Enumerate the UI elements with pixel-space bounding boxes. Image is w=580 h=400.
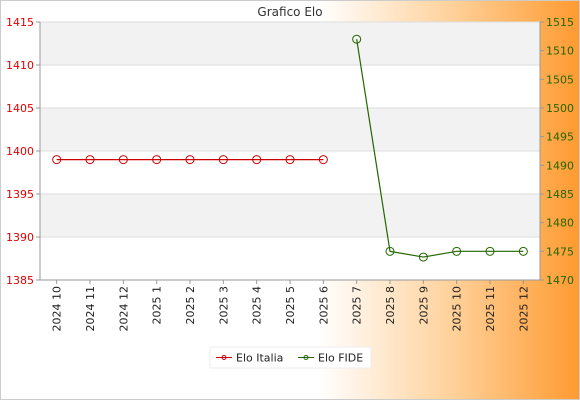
chart-title: Grafico Elo	[257, 5, 322, 19]
x-tick-label: 2025 12	[517, 286, 530, 332]
series-2-point	[485, 246, 495, 256]
y-right-tick-label: 1475	[546, 245, 574, 258]
x-tick-label: 2025 5	[284, 286, 297, 325]
plot-area: 1385 1390 1395 1400 1405 1410 1415 1470 1475 1480…	[6, 16, 574, 369]
y-right-tick-label: 1490	[546, 159, 574, 172]
series-line-2	[356, 39, 524, 258]
x-tick-label: 2025 3	[217, 286, 230, 325]
series-2-point	[518, 246, 528, 256]
series-1-point	[52, 155, 62, 165]
series-1-point	[152, 155, 162, 165]
legend-marker-2	[303, 355, 309, 360]
y-left-tick-label: 1395	[6, 188, 34, 201]
series-1-point	[285, 155, 295, 165]
y-right-tick-label: 1470	[546, 274, 574, 287]
y-left-tick-label: 1400	[6, 145, 34, 158]
x-tick-label: 2025 1	[151, 286, 164, 325]
grid-band	[40, 22, 540, 65]
y-left-tick-label: 1385	[6, 274, 34, 287]
x-tick-label: 2025 7	[351, 286, 364, 325]
x-tick-label: 2025 8	[384, 286, 397, 325]
x-tick-label: 2025 6	[317, 286, 330, 325]
x-tick-label: 2024 10	[51, 286, 64, 332]
y-right-tick-label: 1480	[546, 217, 574, 230]
grid-band	[40, 194, 540, 237]
legend-box	[209, 346, 372, 369]
x-tick-label: 2025 11	[484, 286, 497, 332]
y-left-tick-label: 1390	[6, 231, 34, 244]
series-2-point	[452, 246, 462, 256]
legend-marker-1	[221, 355, 227, 360]
legend-label-1: Elo Italia	[236, 352, 283, 365]
y-left-tick-label: 1405	[6, 102, 34, 115]
x-tick-label: 2025 10	[451, 286, 464, 332]
series-2-point	[385, 246, 395, 256]
series-1-point	[85, 155, 95, 165]
series-1-point	[252, 155, 262, 165]
y-left-tick-label: 1410	[6, 59, 34, 72]
x-tick-label: 2025 9	[417, 286, 430, 325]
x-tick-label: 2024 12	[117, 286, 130, 332]
series-1-point	[118, 155, 128, 165]
y-right-tick-label: 1500	[546, 102, 574, 115]
series-1-point	[318, 155, 328, 165]
y-right-tick-label: 1485	[546, 188, 574, 201]
series-1-point	[185, 155, 195, 165]
legend-label-2: Elo FIDE	[318, 352, 363, 365]
series-1-point	[218, 155, 228, 165]
y-right-tick-label: 1515	[546, 16, 574, 29]
x-tick-label: 2025 4	[251, 286, 264, 325]
y-right-tick-label: 1495	[546, 131, 574, 144]
y-right-tick-label: 1510	[546, 45, 574, 58]
series-2-point	[352, 34, 362, 44]
grid-band	[40, 108, 540, 151]
x-tick-label: 2025 2	[184, 286, 197, 325]
y-left-tick-label: 1415	[6, 16, 34, 29]
y-right-tick-label: 1505	[546, 73, 574, 86]
x-tick-label: 2024 11	[84, 286, 97, 332]
series-2-point	[418, 252, 428, 262]
